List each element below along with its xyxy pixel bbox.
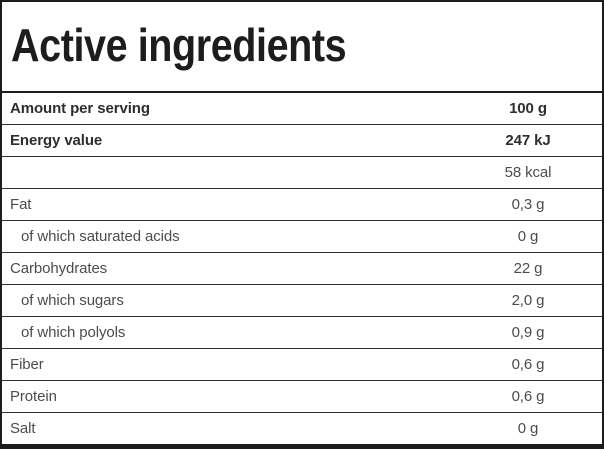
table-row-carbohydrates: Carbohydrates 22 g xyxy=(2,253,602,285)
row-value: 58 kcal xyxy=(504,164,552,181)
row-value: 2,0 g xyxy=(511,292,545,309)
row-label: Energy value xyxy=(10,132,103,149)
table-row-protein: Protein 0,6 g xyxy=(2,381,602,413)
table-row-polyols: of which polyols 0,9 g xyxy=(2,317,602,349)
table-row-energy-kcal: 58 kcal xyxy=(2,157,602,189)
table-title: Active ingredients xyxy=(11,18,347,71)
row-value: 0 g xyxy=(517,420,539,437)
row-label: of which polyols xyxy=(21,324,126,341)
row-label: Fat xyxy=(10,196,32,213)
row-value: 0,6 g xyxy=(511,356,545,373)
row-value: 0 g xyxy=(517,228,539,245)
header-value: 100 g xyxy=(509,100,547,117)
table-row-sugars: of which sugars 2,0 g xyxy=(2,285,602,317)
row-label: Salt xyxy=(10,420,36,437)
row-label: of which sugars xyxy=(21,292,124,309)
header-label: Amount per serving xyxy=(10,100,150,117)
table-row-energy-kj: Energy value 247 kJ xyxy=(2,125,602,157)
row-value: 0,9 g xyxy=(511,324,545,341)
row-value: 22 g xyxy=(513,260,543,277)
table-row-fiber: Fiber 0,6 g xyxy=(2,349,602,381)
row-label: Protein xyxy=(10,388,57,405)
table-row-saturated-acids: of which saturated acids 0 g xyxy=(2,221,602,253)
table-title-row: Active ingredients xyxy=(2,2,602,93)
table-header-row: Amount per serving 100 g xyxy=(2,93,602,125)
row-value: 247 kJ xyxy=(505,132,551,149)
table-row-salt: Salt 0 g xyxy=(2,413,602,444)
row-label: of which saturated acids xyxy=(21,228,180,245)
table-row-fat: Fat 0,3 g xyxy=(2,189,602,221)
row-value: 0,6 g xyxy=(511,388,545,405)
row-label: Carbohydrates xyxy=(10,260,108,277)
row-label: Fiber xyxy=(10,356,44,373)
row-value: 0,3 g xyxy=(511,196,545,213)
